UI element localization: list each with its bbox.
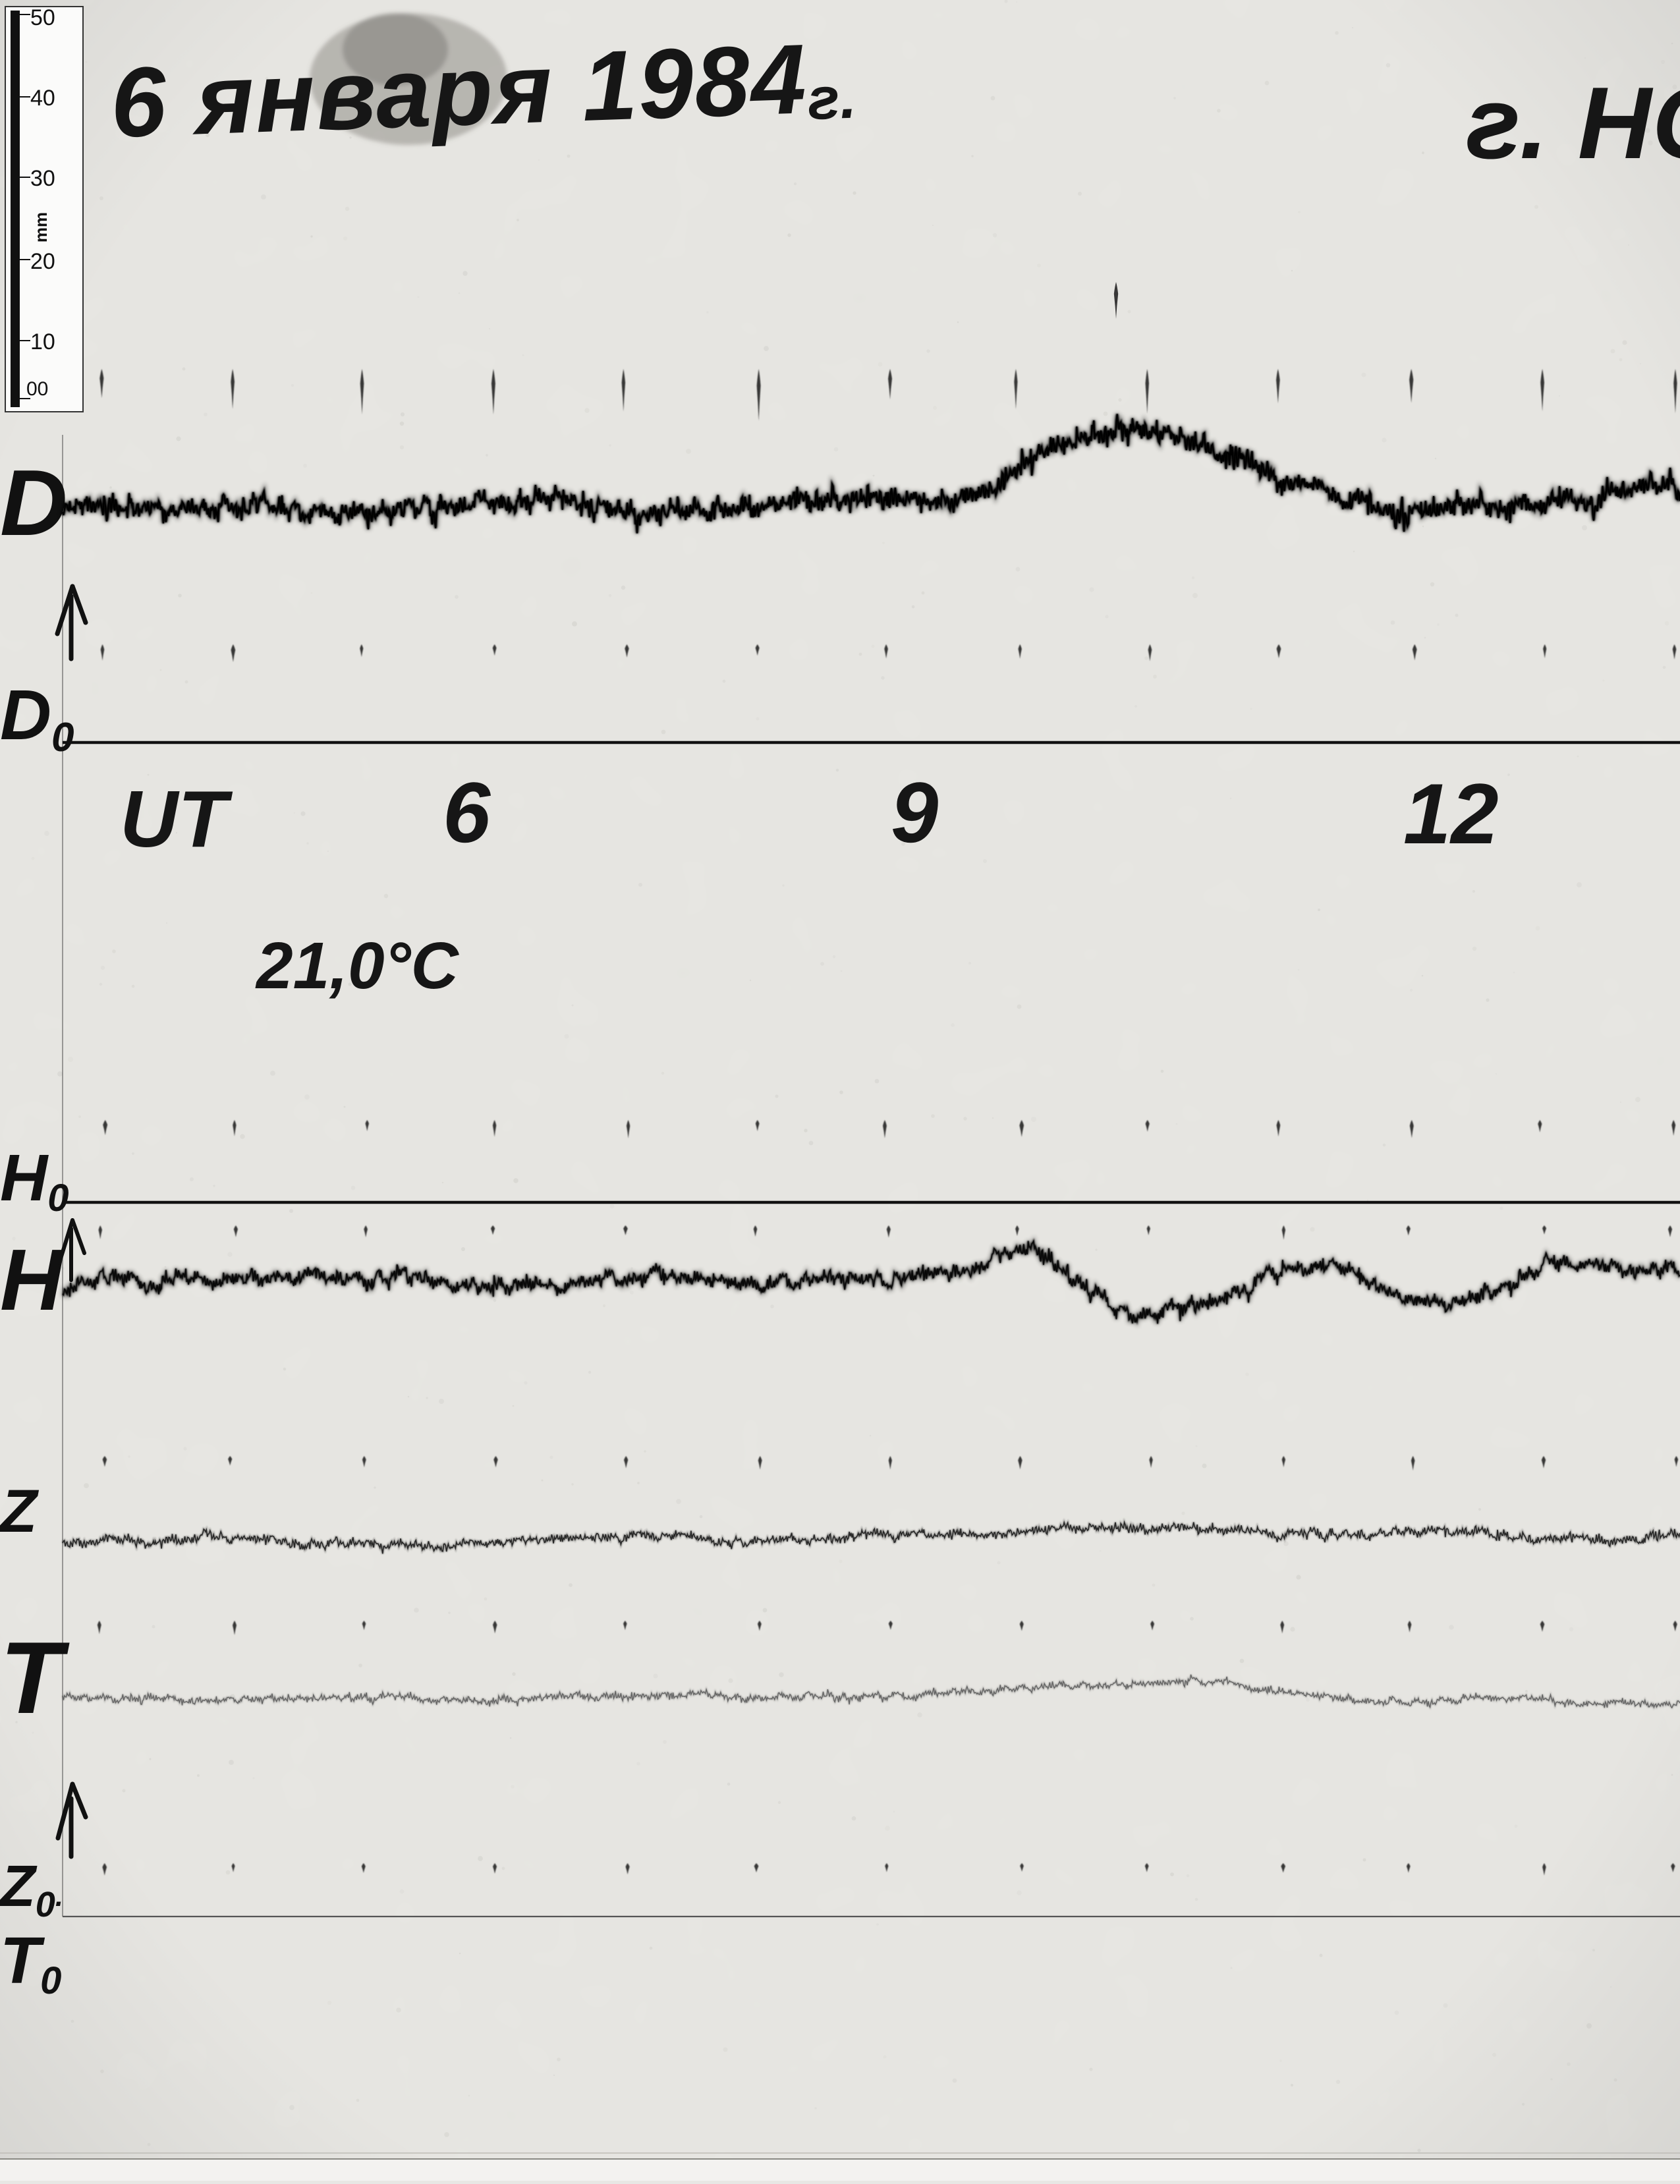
svg-text:9: 9: [891, 764, 938, 860]
svg-text:г. НОВ: г. НОВ: [1466, 66, 1680, 180]
svg-text:UT: UT: [120, 774, 233, 864]
svg-text:00: 00: [26, 378, 48, 400]
svg-text:H: H: [0, 1231, 65, 1328]
svg-text:30: 30: [30, 166, 55, 191]
svg-text:40: 40: [30, 86, 55, 111]
svg-text:20: 20: [30, 249, 55, 274]
svg-text:Z: Z: [0, 1478, 40, 1545]
svg-text:50: 50: [30, 5, 55, 30]
svg-text:D: D: [0, 451, 68, 555]
svg-text:mm: mm: [31, 212, 51, 242]
svg-text:6: 6: [443, 764, 491, 860]
svg-text:T: T: [0, 1621, 70, 1735]
svg-text:21,0°C: 21,0°C: [255, 929, 460, 1003]
svg-text:12: 12: [1403, 766, 1499, 862]
svg-text:10: 10: [30, 329, 55, 354]
